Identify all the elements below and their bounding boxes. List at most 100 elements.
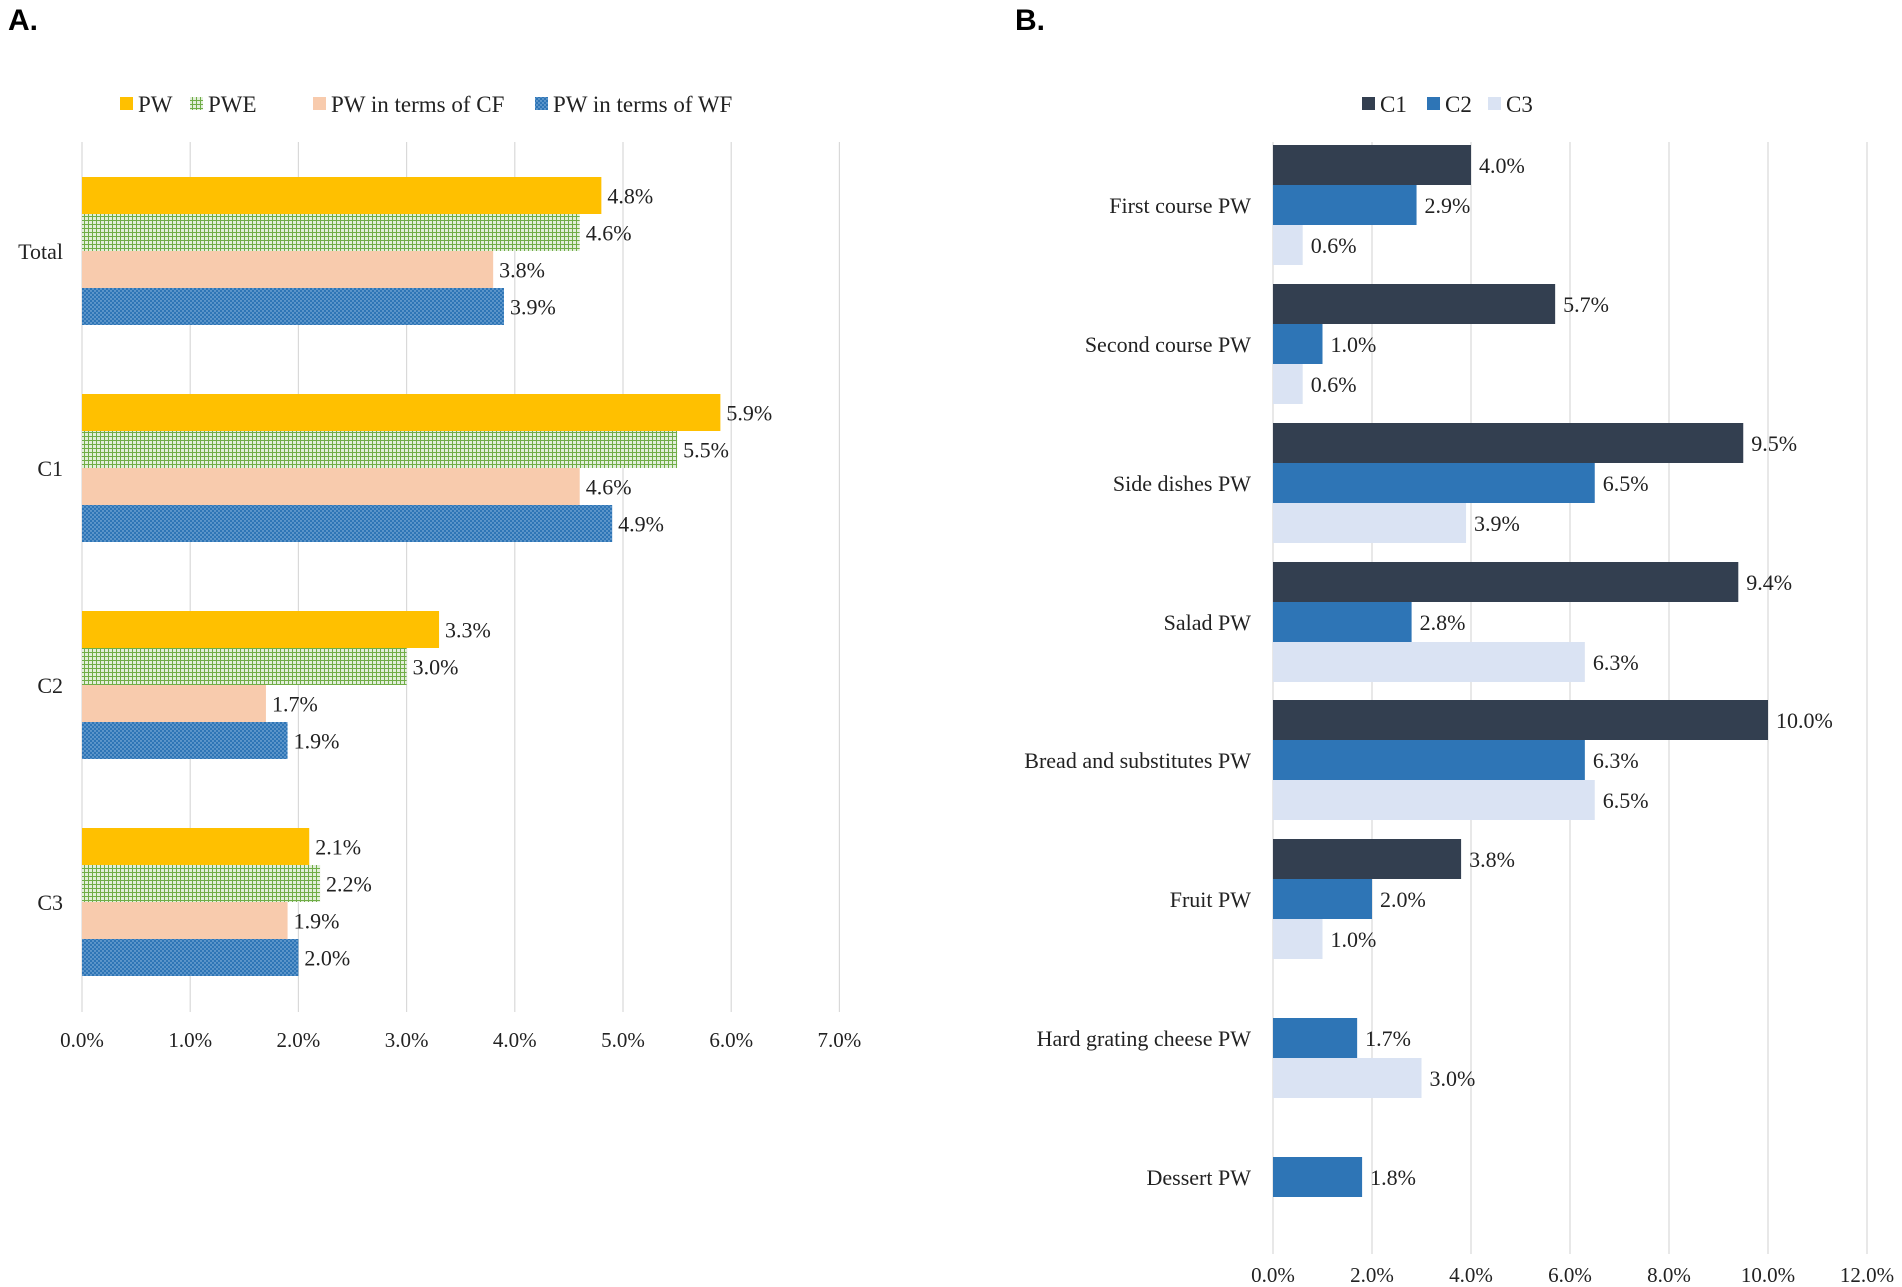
legend-swatch-pw-in-terms-of-wf [535,97,548,110]
panel-a-label: A. [8,4,38,37]
bar-c2 [1273,324,1323,364]
data-label: 2.9% [1425,193,1471,218]
data-label: 3.0% [1430,1066,1476,1091]
x-tick-label: 4.0% [493,1028,537,1052]
data-label: 0.6% [1311,372,1357,397]
data-label: 1.8% [1370,1165,1416,1190]
bar-c2 [1273,879,1372,919]
data-label: 2.8% [1420,610,1466,635]
data-label: 4.6% [586,221,632,246]
bar-c1 [1273,700,1768,740]
category-label-side-dishes-pw: Side dishes PW [1113,471,1251,496]
bar-pw [82,828,310,865]
bar-c2 [1273,740,1585,780]
bar-pw-in-terms-of-cf [82,685,266,722]
x-tick-label: 4.0% [1449,1263,1493,1287]
bar-pw [82,177,602,214]
legend-label-pw-in-terms-of-wf: PW in terms of WF [553,92,732,117]
legend-swatch-c3 [1488,97,1501,110]
data-label: 4.6% [586,475,632,500]
x-tick-label: 5.0% [601,1028,645,1052]
legend-swatch-pw-in-terms-of-cf [313,97,326,110]
bar-c3 [1273,919,1323,959]
data-label: 5.5% [683,438,729,463]
bar-pw-in-terms-of-wf [82,505,613,542]
data-label: 3.9% [510,295,556,320]
data-label: 9.4% [1746,570,1792,595]
data-label: 3.0% [413,655,459,680]
legend-swatch-c1 [1362,97,1375,110]
data-label: 2.0% [304,946,350,971]
bar-c3 [1273,503,1467,543]
bar-c1 [1273,423,1744,463]
bar-pw-in-terms-of-wf [82,939,299,976]
data-label: 4.8% [607,184,653,209]
bar-pw-in-terms-of-cf [82,468,580,505]
x-tick-label: 2.0% [277,1028,321,1052]
category-label-second-course-pw: Second course PW [1085,332,1251,357]
data-label: 1.7% [272,692,318,717]
x-tick-label: 12.0% [1840,1263,1894,1287]
bar-pwe [82,865,321,902]
legend-label-pwe: PWE [208,92,257,117]
x-tick-label: 1.0% [168,1028,212,1052]
category-label-salad-pw: Salad PW [1164,610,1252,635]
data-label: 4.9% [618,512,664,537]
bar-c1 [1273,839,1462,879]
bar-pw-in-terms-of-cf [82,902,288,939]
bar-c2 [1273,185,1417,225]
data-label: 4.0% [1479,153,1525,178]
category-label-hard-grating-cheese-pw: Hard grating cheese PW [1037,1026,1252,1051]
data-label: 5.9% [726,401,772,426]
data-label: 0.6% [1311,233,1357,258]
category-label-fruit-pw: Fruit PW [1170,887,1252,912]
bar-pw-in-terms-of-wf [82,288,504,325]
category-label-dessert-pw: Dessert PW [1147,1165,1252,1190]
data-label: 3.8% [499,258,545,283]
data-label: 1.7% [1365,1026,1411,1051]
data-label: 6.5% [1603,471,1649,496]
x-tick-label: 7.0% [818,1028,862,1052]
legend-swatch-pw [120,97,133,110]
bar-c2 [1273,1157,1363,1197]
category-label-c1: C1 [37,456,63,481]
data-label: 5.7% [1563,292,1609,317]
bar-c3 [1273,225,1303,265]
x-tick-label: 3.0% [385,1028,429,1052]
data-label: 10.0% [1776,708,1833,733]
bar-c2 [1273,1018,1358,1058]
legend-label-pw: PW [138,92,173,117]
x-tick-label: 0.0% [1251,1263,1295,1287]
data-label: 6.5% [1603,788,1649,813]
x-tick-label: 10.0% [1741,1263,1795,1287]
data-label: 2.2% [326,872,372,897]
data-label: 9.5% [1751,431,1797,456]
bar-pw-in-terms-of-wf [82,722,288,759]
data-label: 1.9% [294,909,340,934]
data-label: 1.0% [1331,332,1377,357]
bar-c1 [1273,145,1471,185]
category-label-bread-and-substitutes-pw: Bread and substitutes PW [1024,748,1251,773]
x-tick-label: 6.0% [709,1028,753,1052]
data-label: 3.8% [1469,847,1515,872]
bar-pwe [82,648,407,685]
category-label-first-course-pw: First course PW [1109,193,1251,218]
bar-pwe [82,214,580,251]
bar-pwe [82,431,678,468]
panel-b-label: B. [1015,4,1045,37]
legend-swatch-pwe [190,97,203,110]
bar-c1 [1273,562,1739,602]
category-label-c2: C2 [37,673,63,698]
chart-panel-b: 0.0% 2.0% 4.0% 6.0% 8.0% 10.0% 12.0% 4.0% 2.9% 0.… [1024,92,1894,1287]
legend-label-c1: C1 [1380,92,1407,117]
category-label-c3: C3 [37,890,63,915]
bar-c2 [1273,463,1595,503]
x-tick-label: 2.0% [1350,1263,1394,1287]
data-label: 6.3% [1593,650,1639,675]
bar-c3 [1273,642,1585,682]
legend-swatch-c2 [1427,97,1440,110]
category-label-total: Total [18,239,63,264]
data-label: 2.0% [1380,887,1426,912]
bar-c2 [1273,602,1412,642]
